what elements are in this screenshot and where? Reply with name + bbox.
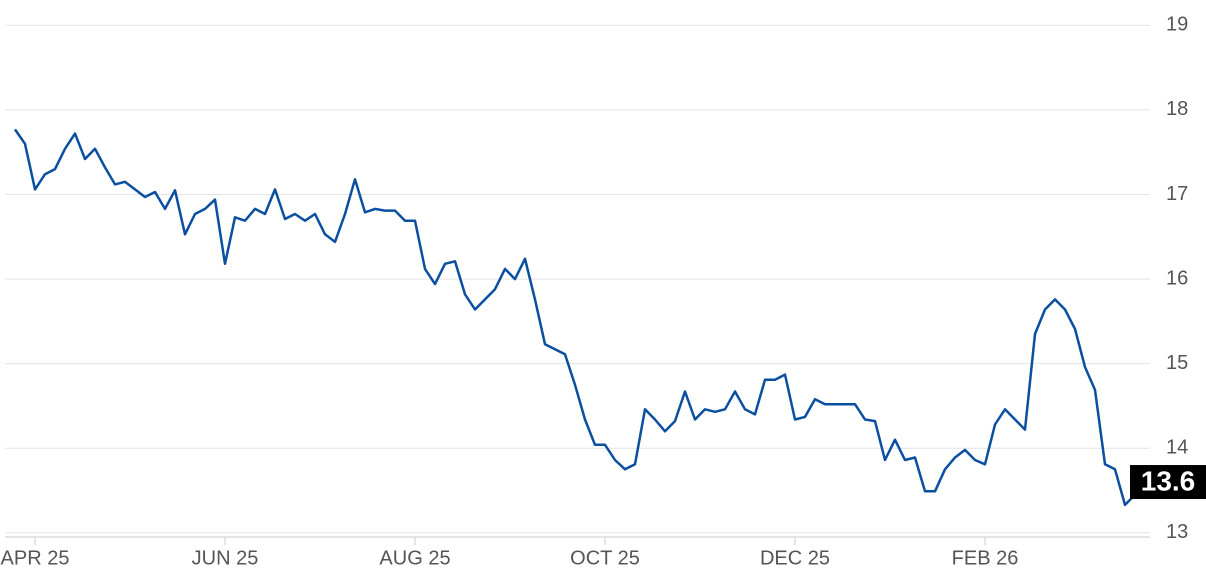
y-tick-label: 16	[1166, 267, 1188, 289]
y-tick-label: 14	[1166, 436, 1188, 458]
y-tick-label: 19	[1166, 14, 1188, 36]
y-tick-label: 17	[1166, 183, 1188, 205]
x-tick-label: FEB 26	[952, 547, 1019, 569]
x-tick-label: APR 25	[1, 547, 70, 569]
x-tick-label: JUN 25	[192, 547, 259, 569]
y-tick-label: 13	[1166, 521, 1188, 543]
x-tick-label: AUG 25	[379, 547, 450, 569]
last-value-box	[1130, 465, 1206, 500]
x-tick-label: DEC 25	[760, 547, 830, 569]
y-tick-label: 18	[1166, 98, 1188, 120]
last-value-label: 13.6	[1141, 465, 1196, 496]
y-tick-label: 15	[1166, 352, 1188, 374]
price-line	[13, 128, 1146, 507]
x-tick-label: OCT 25	[570, 547, 640, 569]
